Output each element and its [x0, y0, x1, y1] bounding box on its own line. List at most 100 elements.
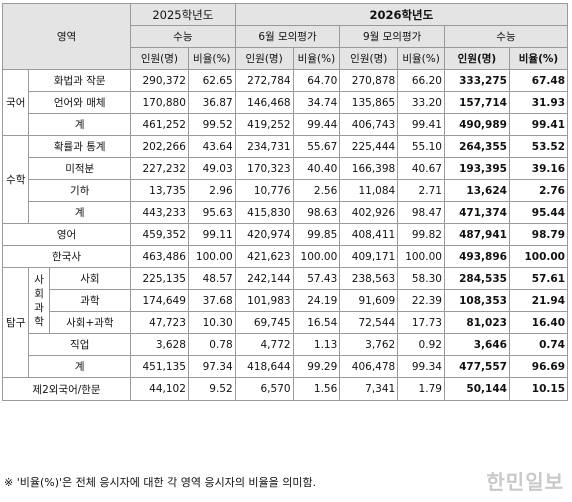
people-count-cell: 91,609	[339, 289, 399, 312]
people-count-cell: 451,135	[130, 355, 189, 378]
ratio-cell: 95.44	[508, 201, 569, 224]
subject-name: 언어와 매체	[28, 91, 131, 114]
ratio-cell: 10.30	[187, 311, 236, 334]
table-row: 사회+과학 47,723 10.30 69,745 16.54 72,544 17.73 8…	[3, 311, 569, 334]
table-row: 직업 3,628 0.78 4,772 1.13 3,762 0.92 3,646 0.74	[3, 333, 569, 356]
exam-2025-suneung-header: 수능	[130, 25, 236, 48]
people-count-cell: 406,478	[339, 355, 399, 378]
ratio-cell: 1.79	[397, 377, 445, 401]
area-header: 영역	[2, 3, 131, 70]
people-count-cell: 409,171	[339, 245, 399, 268]
people-count-cell: 81,023	[443, 311, 510, 334]
subject-name: 기하	[28, 179, 131, 202]
people-count-cell: 264,355	[443, 135, 510, 158]
people-count-cell: 284,535	[443, 267, 510, 290]
ratio-cell: 99.85	[292, 223, 341, 246]
ratio-cell: 67.48	[508, 69, 569, 92]
ratio-cell: 100.00	[508, 245, 569, 268]
people-count-cell: 157,714	[443, 91, 510, 114]
area-lang2-label: 제2외국어/한문	[2, 377, 131, 401]
header-row-columns: 인원(명) 비율(%) 인원(명) 비율(%) 인원(명) 비율(%) 인원(명…	[3, 47, 569, 70]
people-count-cell: 72,544	[339, 311, 399, 334]
ratio-cell: 99.41	[397, 113, 445, 136]
area-history-label: 한국사	[2, 245, 131, 268]
people-count-cell: 108,353	[443, 289, 510, 312]
people-count-cell: 13,624	[443, 179, 510, 202]
ratio-cell: 31.93	[508, 91, 569, 114]
people-count-cell: 270,878	[339, 69, 399, 92]
table-row: 탐구 사회 과학 사회 225,135 48.57 242,144 57.43 238,…	[1, 267, 569, 378]
ratio-cell: 97.34	[187, 355, 236, 378]
people-count-cell: 13,735	[130, 179, 189, 202]
people-count-cell: 234,731	[234, 135, 294, 158]
ratio-cell: 2.71	[397, 179, 445, 202]
people-count-cell: 493,896	[443, 245, 510, 268]
table-row: 계 443,233 95.63 415,830 98.63 402,926 98.47 47…	[3, 201, 569, 224]
col-ratio-header: 비율(%)	[397, 47, 445, 70]
people-count-cell: 487,941	[443, 223, 510, 246]
subject-name: 과학	[48, 289, 132, 312]
subject-name: 계	[28, 355, 131, 378]
people-count-cell: 174,649	[130, 289, 189, 312]
ratio-cell: 0.92	[397, 333, 445, 356]
ratio-cell: 55.67	[292, 135, 341, 158]
area-tamgu-label: 탐구	[1, 267, 30, 378]
ratio-cell: 40.40	[292, 157, 341, 180]
ratio-cell: 96.69	[508, 355, 569, 378]
people-count-cell: 272,784	[234, 69, 294, 92]
ratio-cell: 99.41	[508, 113, 569, 136]
col-people-header: 인원(명)	[234, 47, 294, 70]
ratio-cell: 22.39	[397, 289, 445, 312]
ratio-cell: 37.68	[187, 289, 236, 312]
ratio-cell: 21.94	[508, 289, 569, 312]
ratio-cell: 2.96	[187, 179, 236, 202]
exam-sept-header: 9월 모의평가	[339, 25, 445, 48]
ratio-cell: 0.78	[187, 333, 236, 356]
people-count-cell: 463,486	[130, 245, 189, 268]
ratio-cell: 16.40	[508, 311, 569, 334]
ratio-cell: 39.16	[508, 157, 569, 180]
ratio-cell: 100.00	[292, 245, 341, 268]
stats-table: 영역 2025학년도 2026학년도 수능 6월 모의평가 9월 모의평가 수능…	[1, 3, 569, 401]
ratio-cell: 36.87	[187, 91, 236, 114]
people-count-cell: 69,745	[234, 311, 294, 334]
people-count-cell: 227,232	[130, 157, 189, 180]
people-count-cell: 166,398	[339, 157, 399, 180]
ratio-cell: 40.67	[397, 157, 445, 180]
people-count-cell: 477,557	[443, 355, 510, 378]
ratio-cell: 1.13	[292, 333, 341, 356]
people-count-cell: 333,275	[443, 69, 510, 92]
ratio-cell: 9.52	[187, 377, 236, 401]
people-count-cell: 419,252	[234, 113, 294, 136]
people-count-cell: 47,723	[130, 311, 189, 334]
subject-name: 사회	[48, 267, 132, 290]
people-count-cell: 408,411	[339, 223, 399, 246]
ratio-cell: 95.63	[187, 201, 236, 224]
table-row: 언어와 매체 170,880 36.87 146,468 34.74 135,865 33…	[3, 91, 569, 114]
subject-name: 계	[28, 113, 131, 136]
people-count-cell: 290,372	[130, 69, 189, 92]
year-2025-header: 2025학년도	[130, 3, 236, 26]
ratio-cell: 24.19	[292, 289, 341, 312]
ratio-cell: 99.34	[397, 355, 445, 378]
table-row: 국어 화법과 작문 290,372 62.65 272,784 64.70 270,87…	[1, 69, 569, 136]
ratio-cell: 43.64	[187, 135, 236, 158]
table-row: 한국사 463,486 100.00 421,623 100.00 409,171 100…	[2, 245, 569, 268]
people-count-cell: 443,233	[130, 201, 189, 224]
subject-name: 사회+과학	[48, 311, 132, 334]
people-count-cell: 11,084	[339, 179, 399, 202]
col-people-header: 인원(명)	[443, 47, 510, 70]
table-row: 미적분 227,232 49.03 170,323 40.40 166,398 40.67…	[3, 157, 569, 180]
subject-name: 직업	[28, 333, 131, 356]
subject-name: 확률과 통계	[28, 135, 131, 158]
people-count-cell: 459,352	[130, 223, 189, 246]
people-count-cell: 10,776	[234, 179, 294, 202]
people-count-cell: 6,570	[234, 377, 294, 401]
people-count-cell: 202,266	[130, 135, 189, 158]
people-count-cell: 242,144	[234, 267, 294, 290]
exam-june-header: 6월 모의평가	[234, 25, 341, 48]
people-count-cell: 3,628	[130, 333, 189, 356]
table-row: 기하 13,735 2.96 10,776 2.56 11,084 2.71 13,624 2…	[3, 179, 569, 202]
header-row-years: 영역 2025학년도 2026학년도	[2, 3, 569, 70]
people-count-cell: 146,468	[234, 91, 294, 114]
